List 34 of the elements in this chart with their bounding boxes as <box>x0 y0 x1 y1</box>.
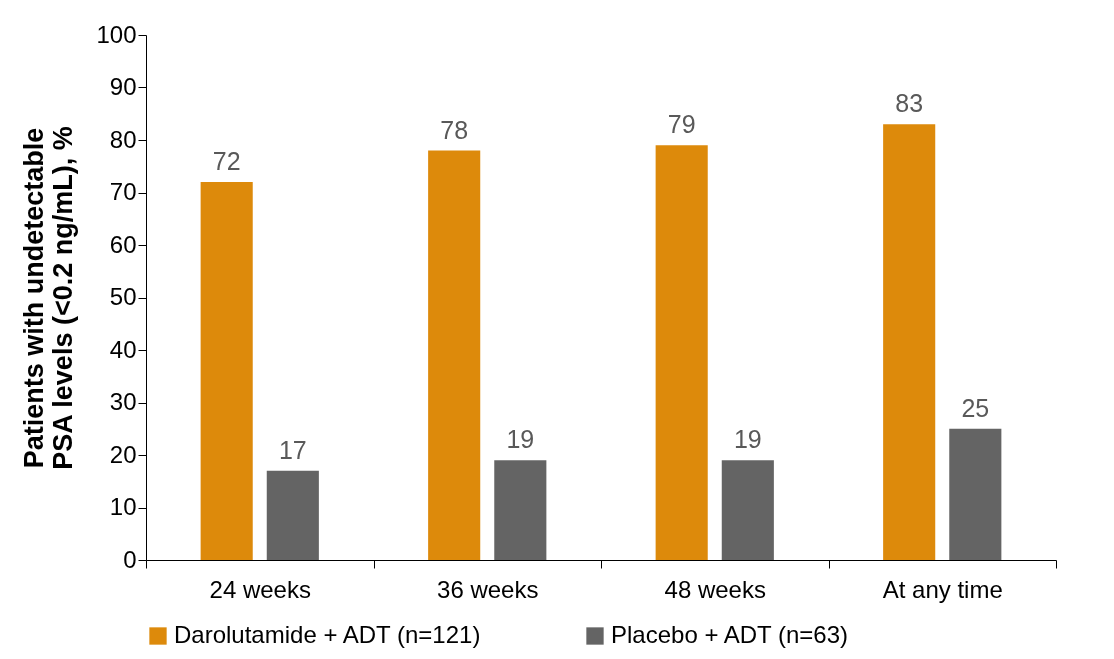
x-tick-label: 48 weeks <box>664 575 766 603</box>
data-label: 19 <box>506 425 535 454</box>
y-tick-label: 70 <box>109 178 137 205</box>
bar <box>494 460 547 560</box>
data-label: 78 <box>440 115 469 144</box>
y-tick-label: 20 <box>109 440 137 468</box>
data-label: 17 <box>278 435 307 464</box>
data-label: 19 <box>733 425 762 454</box>
bar <box>428 150 481 560</box>
data-label: 25 <box>961 393 990 422</box>
y-tick-label: 40 <box>109 335 137 363</box>
y-tick-label: 90 <box>109 73 137 100</box>
bar <box>655 145 708 560</box>
x-tick-label: At any time <box>882 575 1003 603</box>
bar <box>721 460 774 560</box>
y-tick-label: 10 <box>109 493 137 520</box>
bar <box>949 428 1002 560</box>
legend-label: Darolutamide + ADT (n=121) <box>174 621 481 648</box>
data-label: 83 <box>895 89 924 118</box>
y-tick-label: 50 <box>109 283 137 310</box>
x-tick-label: 24 weeks <box>209 575 311 603</box>
y-tick-label: 60 <box>109 230 137 258</box>
bar <box>200 182 253 560</box>
bar <box>266 470 319 560</box>
x-tick-label: 36 weeks <box>437 575 539 603</box>
data-label: 79 <box>667 110 696 139</box>
data-label: 72 <box>212 147 241 175</box>
bar <box>883 124 936 560</box>
y-tick-label: 30 <box>109 388 137 415</box>
y-tick-label: 100 <box>96 20 137 48</box>
y-axis-title: Patients with undetectable PSA levels (<0.2 ng/mL), % <box>19 126 79 470</box>
y-tick-label: 0 <box>123 545 137 573</box>
legend-label: Placebo + ADT (n=63) <box>611 621 849 648</box>
y-tick-label: 80 <box>109 125 137 153</box>
